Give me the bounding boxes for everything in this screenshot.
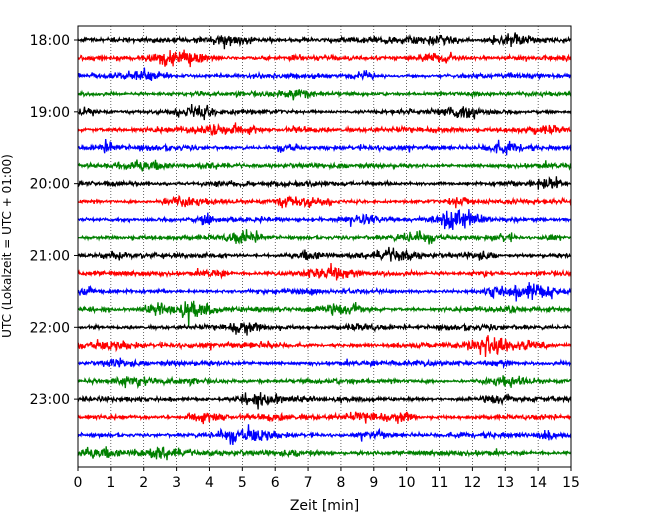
- trace-line: [77, 300, 572, 327]
- trace-line: [77, 263, 572, 281]
- trace-line: [77, 246, 572, 262]
- x-tick-label: 7: [304, 475, 313, 491]
- x-axis-label: Zeit [min]: [290, 498, 359, 514]
- x-tick-label: 15: [562, 475, 580, 491]
- y-axis-label: UTC (Lokalzeit = UTC + 01:00): [0, 154, 14, 338]
- x-tick-label: 8: [336, 475, 345, 491]
- y-tick-label: 19:00: [30, 105, 70, 121]
- trace-line: [77, 103, 572, 121]
- y-tick-label: 18:00: [30, 33, 70, 49]
- y-tick-label: 20:00: [30, 177, 70, 193]
- trace-line: [77, 321, 572, 336]
- x-tick-label: 1: [106, 475, 115, 491]
- trace-line: [77, 357, 572, 370]
- plot-frame: [77, 25, 572, 468]
- x-tick-label: 3: [172, 475, 181, 491]
- trace-line: [77, 375, 572, 390]
- x-tick-label: 6: [271, 475, 280, 491]
- trace-line: [77, 446, 572, 461]
- trace-line: [77, 411, 572, 425]
- traces: [77, 32, 572, 461]
- x-tick-label: 14: [529, 475, 547, 491]
- x-tick-label: 2: [139, 475, 148, 491]
- x-tick-label: 0: [74, 475, 83, 491]
- x-tick-label: 13: [496, 475, 514, 491]
- trace-line: [77, 194, 572, 209]
- trace-line: [77, 282, 572, 302]
- y-tick-label: 21:00: [30, 248, 70, 264]
- x-tick-label: 11: [431, 475, 449, 491]
- x-tick-label: 5: [238, 475, 247, 491]
- trace-line: [77, 335, 572, 357]
- x-tick-label: 4: [205, 475, 214, 491]
- x-tick-label: 12: [463, 475, 481, 491]
- trace-line: [77, 49, 572, 68]
- trace-line: [77, 424, 572, 445]
- trace-line: [77, 89, 572, 101]
- trace-line: [77, 159, 572, 172]
- trace-line: [77, 392, 572, 410]
- trace-line: [77, 67, 572, 81]
- x-tick-label: 9: [369, 475, 378, 491]
- trace-line: [77, 209, 572, 230]
- trace-line: [77, 138, 572, 156]
- trace-line: [77, 229, 572, 245]
- trace-line: [77, 32, 572, 50]
- trace-line: [77, 122, 572, 137]
- trace-line: [77, 175, 572, 190]
- y-axis: 18:00 19:00 20:00 21:00 22:00 23:00: [30, 33, 78, 408]
- y-tick-label: 22:00: [30, 320, 70, 336]
- x-axis: 0 1 2 3 4 5 6 7 8 9 10 11 12 13 14 15: [74, 467, 580, 491]
- x-tick-label: 10: [398, 475, 416, 491]
- y-tick-label: 23:00: [30, 392, 70, 408]
